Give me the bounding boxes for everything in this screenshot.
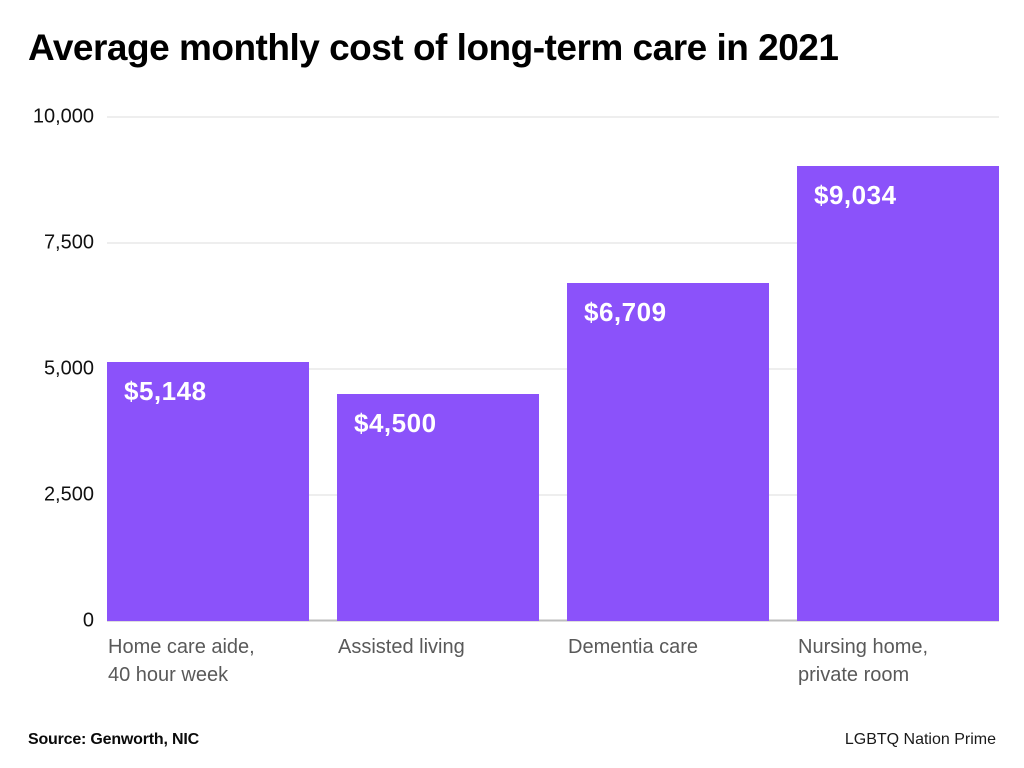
- bar-dementia-care: $6,709: [567, 282, 769, 621]
- bar-nursing-home: $9,034: [797, 165, 999, 621]
- y-tick-label-7500: 7,500: [43, 231, 94, 254]
- plot-area: 0 2,500 5,000 7,500 10,000 $5,148 Home care a…: [33, 106, 999, 686]
- bar-column-dementia-care: $6,709 Dementia care: [567, 117, 769, 658]
- bar-column-assisted-living: $4,500 Assisted living: [337, 117, 539, 658]
- brand-credit: LGBTQ Nation Prime: [844, 731, 996, 748]
- gridline-5000: [107, 368, 999, 370]
- footer: Source: Genworth, NIC LGBTQ Nation Prime: [28, 731, 996, 749]
- gridline-10000: [107, 116, 999, 118]
- bar-assisted-living: $4,500: [337, 394, 539, 621]
- category-label-assisted-living: Assisted living: [338, 636, 465, 658]
- y-tick-label-10000: 10,000: [32, 105, 94, 128]
- category-label-home-care-aide: Home care aide, 40 hour week: [108, 636, 255, 686]
- bar-home-care-aide: $5,148: [107, 361, 309, 621]
- source-note: Source: Genworth, NIC: [28, 731, 199, 748]
- y-tick-label-5000: 5,000: [43, 357, 94, 380]
- bar-value-label-home-care-aide: $5,148: [124, 375, 207, 406]
- category-label-dementia-care: Dementia care: [568, 636, 699, 658]
- bar-column-home-care-aide: $5,148 Home care aide, 40 hour week: [107, 117, 309, 686]
- category-label-nursing-home: Nursing home, private room: [798, 636, 929, 686]
- bar-value-label-assisted-living: $4,500: [354, 408, 437, 439]
- y-tick-label-2500: 2,500: [43, 483, 94, 506]
- y-tick-label-0: 0: [82, 609, 94, 632]
- bar-value-label-nursing-home: $9,034: [814, 179, 897, 210]
- chart-title: Average monthly cost of long-term care i…: [28, 27, 839, 68]
- gridline-0: [107, 619, 999, 622]
- bars: $5,148 Home care aide, 40 hour week $4,500…: [107, 117, 999, 686]
- bar-column-nursing-home: $9,034 Nursing home, private room: [797, 117, 999, 686]
- bar-value-label-dementia-care: $6,709: [584, 296, 667, 327]
- gridline-7500: [107, 242, 999, 244]
- gridline-2500: [107, 494, 999, 496]
